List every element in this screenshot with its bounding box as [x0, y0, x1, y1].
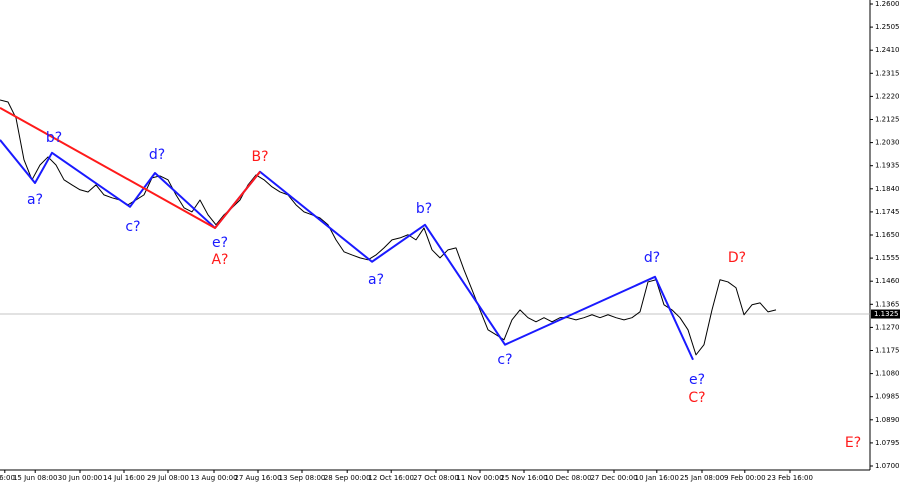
y-tick-label: 1.2030	[875, 139, 900, 147]
y-tick-label: 1.0795	[875, 439, 900, 447]
y-tick-label: 1.0700	[875, 462, 900, 470]
wave-label: B?	[251, 149, 268, 165]
wave-line	[0, 106, 261, 229]
wave-label: c?	[497, 352, 512, 368]
y-tick-label: 1.1365	[875, 300, 900, 308]
wave-label: b?	[46, 130, 62, 146]
x-tick-label: 10 Dec 08:00	[544, 474, 591, 482]
x-tick-label: 25 Jan 08:00	[680, 474, 724, 482]
wave-label: b?	[416, 201, 432, 217]
x-tick-label: 11 Nov 00:00	[456, 474, 503, 482]
x-tick-label: 12 Oct 16:00	[368, 474, 414, 482]
wave-label: A?	[211, 252, 228, 268]
wave-label: d?	[644, 250, 660, 266]
y-tick-label: 1.1270	[875, 323, 900, 331]
y-tick-label: 1.2410	[875, 46, 900, 54]
x-tick-label: 27 Oct 08:00	[413, 474, 459, 482]
y-tick-label: 1.1840	[875, 185, 900, 193]
wave-label: E?	[845, 435, 861, 451]
x-tick-label: 27 Aug 16:00	[234, 474, 281, 482]
y-tick-label: 1.2505	[875, 23, 900, 31]
x-tick-label: 30 Jun 00:00	[58, 474, 102, 482]
wave-label: a?	[368, 272, 384, 288]
y-tick-label: 1.1080	[875, 370, 900, 378]
y-tick-label: 1.0985	[875, 393, 900, 401]
x-tick-label: 29 Jul 08:00	[147, 474, 189, 482]
y-tick-label: 1.2600	[875, 0, 900, 8]
wave-label: e?	[212, 235, 228, 251]
price-line	[0, 99, 777, 356]
wave-line	[0, 139, 694, 361]
x-tick-label: 10 Jan 16:00	[635, 474, 679, 482]
wave-label: e?	[689, 372, 705, 388]
y-tick-label: 1.1935	[875, 162, 900, 170]
x-tick-label: 9 Feb 00:00	[724, 474, 765, 482]
current-price-box	[871, 309, 900, 319]
x-tick-label: 23 Feb 16:00	[767, 474, 813, 482]
y-tick-label: 1.1555	[875, 254, 900, 262]
x-tick-label: 13 Sep 08:00	[279, 474, 326, 482]
x-tick-label: 16:00	[0, 474, 15, 482]
y-tick-label: 1.1650	[875, 231, 900, 239]
y-tick-label: 1.0890	[875, 416, 900, 424]
wave-label: D?	[728, 250, 746, 266]
x-tick-label: 13 Aug 00:00	[190, 474, 237, 482]
wave-label: C?	[688, 390, 705, 406]
y-tick-label: 1.1460	[875, 277, 900, 285]
x-tick-label: 27 Dec 00:00	[590, 474, 637, 482]
y-tick-label: 1.2315	[875, 69, 900, 77]
x-tick-label: 25 Nov 16:00	[500, 474, 547, 482]
x-tick-label: 28 Sep 00:00	[324, 474, 371, 482]
current-price-label: 1.1325	[874, 310, 899, 318]
wave-label: d?	[149, 147, 165, 163]
y-tick-label: 1.2125	[875, 116, 900, 124]
y-tick-label: 1.2220	[875, 92, 900, 100]
wave-label: c?	[125, 219, 140, 235]
y-tick-label: 1.1745	[875, 208, 900, 216]
wave-label: a?	[27, 192, 43, 208]
y-tick-label: 1.1175	[875, 347, 900, 355]
x-tick-label: 15 Jun 08:00	[13, 474, 57, 482]
x-tick-label: 14 Jul 16:00	[103, 474, 145, 482]
